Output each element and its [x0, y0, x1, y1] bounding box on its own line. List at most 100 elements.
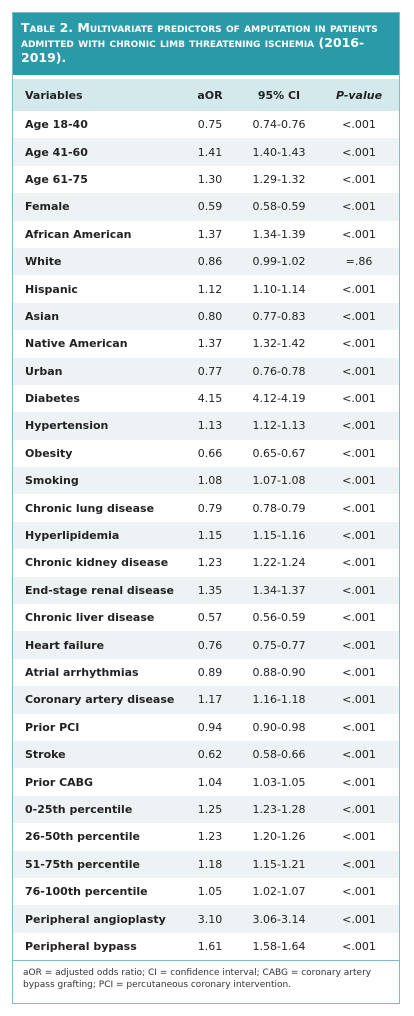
table-cell: 1.12	[197, 282, 223, 296]
table-cell: 0.79	[197, 501, 223, 515]
table-cell: <.001	[342, 775, 376, 789]
table-cell: 1.20-1.26	[252, 830, 306, 844]
table-cell: 4.15	[197, 392, 223, 406]
table-cell: <.001	[342, 419, 376, 433]
table-cell: 0.66	[197, 446, 223, 460]
table-row: Chronic kidney disease 1.23 1.22-1.24 <.001	[13, 549, 399, 576]
table-cell: 1.03-1.05	[252, 775, 306, 789]
table-cell: Hypertension	[25, 419, 109, 433]
table-row: Asian 0.80 0.77-0.83 <.001	[13, 302, 399, 331]
table-cell: 51-75th percentile	[25, 857, 140, 871]
table-panel: Table 2. Multivariate predictors of ampu…	[12, 12, 400, 1004]
table-cell: <.001	[342, 912, 376, 926]
table-cell: Smoking	[25, 474, 79, 488]
table-cell: 1.05	[197, 885, 223, 899]
table-cell: Hyperlipidemia	[25, 529, 120, 543]
table-row: 51-75th percentile 1.18 1.15-1.21 <.001	[13, 850, 399, 878]
table-cell: Coronary artery disease	[25, 693, 175, 707]
table-cell: <.001	[342, 145, 376, 159]
table-cell: 0.62	[197, 748, 223, 762]
table-cell: <.001	[342, 748, 376, 762]
table-cell: 1.41	[197, 145, 223, 159]
table-cell: Diabetes	[25, 392, 80, 406]
table-cell: 1.13	[197, 419, 223, 433]
table-cell: 1.40-1.43	[252, 145, 306, 159]
header-cell: 95% CI	[257, 88, 301, 102]
table-cell: Chronic lung disease	[25, 501, 155, 515]
table-cell: <.001	[342, 802, 376, 816]
table-cell: Peripheral angioplasty	[25, 912, 166, 926]
table-row: Hispanic 1.12 1.10-1.14 <.001	[13, 275, 399, 302]
table-row: Chronic liver disease 0.57 0.56-0.59 <.001	[13, 604, 399, 631]
table-cell: 1.16-1.18	[252, 693, 306, 707]
table-cell: 3.10	[197, 912, 223, 926]
table-cell: Age 41-60	[25, 145, 88, 159]
table-cell: 0.58-0.66	[252, 748, 306, 762]
table-cell: Age 61-75	[25, 172, 88, 186]
table-row: Hypertension 1.13 1.12-1.13 <.001	[13, 412, 399, 440]
table-cell: 1.02-1.07	[252, 885, 306, 899]
table-cell: <.001	[342, 720, 376, 734]
table-cell: 0.94	[197, 720, 223, 734]
table-row: Prior CABG 1.04 1.03-1.05 <.001	[13, 768, 399, 795]
table-cell: 1.37	[197, 227, 223, 241]
table-cell: 1.22-1.24	[252, 556, 306, 570]
table-cell: Urban	[25, 364, 63, 378]
table-cell: 1.34-1.37	[252, 583, 306, 597]
table-cell: 0.99-1.02	[252, 255, 306, 269]
table-cell: 3.06-3.14	[252, 912, 306, 926]
table-cell: 1.35	[197, 583, 223, 597]
table-title: Table 2. Multivariate predictors of ampu…	[13, 13, 399, 75]
table-cell: Age 18-40	[25, 118, 88, 132]
table-row: Prior PCI 0.94 0.90-0.98 <.001	[13, 714, 399, 741]
table-cell: <.001	[342, 611, 376, 625]
table-row: Smoking 1.08 1.07-1.08 <.001	[13, 467, 399, 495]
table-row: Peripheral bypass 1.61 1.58-1.64 <.001	[13, 933, 399, 960]
table-cell: African American	[25, 227, 132, 241]
table-row: Native American 1.37 1.32-1.42 <.001	[13, 330, 399, 357]
table-row: 0-25th percentile 1.25 1.23-1.28 <.001	[13, 795, 399, 824]
table-row: African American 1.37 1.34-1.39 <.001	[13, 221, 399, 248]
table-cell: 1.15-1.16	[252, 529, 306, 543]
table-body: Age 18-40 0.75 0.74-0.76 <.001 Age 41-60 1.41…	[13, 111, 399, 960]
table-cell: Asian	[25, 309, 60, 323]
table-cell: <.001	[342, 885, 376, 899]
table-cell: 1.61	[197, 939, 223, 953]
table-cell: 1.17	[197, 693, 223, 707]
table-cell: <.001	[342, 501, 376, 515]
table-cell: 0.80	[197, 309, 223, 323]
table-cell: =.86	[345, 255, 373, 269]
table-cell: <.001	[342, 857, 376, 871]
table-cell: 76-100th percentile	[25, 885, 148, 899]
table-cell: <.001	[342, 200, 376, 214]
table-cell: <.001	[342, 337, 376, 351]
table-cell: <.001	[342, 282, 376, 296]
table-cell: Heart failure	[25, 638, 105, 652]
table-cell: 0.76-0.78	[252, 364, 306, 378]
table-row: Diabetes 4.15 4.12-4.19 <.001	[13, 385, 399, 412]
table-cell: <.001	[342, 446, 376, 460]
table-cell: 0.89	[197, 666, 223, 679]
table-cell: Chronic kidney disease	[25, 556, 169, 570]
table-cell: 0.57	[197, 611, 223, 625]
table-cell: <.001	[342, 666, 376, 679]
table-cell: 1.58-1.64	[252, 939, 306, 953]
table-cell: <.001	[342, 638, 376, 652]
table-cell: Native American	[25, 337, 128, 351]
table-cell: 0.86	[197, 255, 223, 269]
table-cell: <.001	[342, 830, 376, 844]
table-cell: 1.07-1.08	[252, 474, 306, 488]
table-cell: <.001	[342, 556, 376, 570]
table-cell: 1.29-1.32	[252, 172, 306, 186]
table-row: Chronic lung disease 0.79 0.78-0.79 <.001	[13, 494, 399, 521]
table-cell: <.001	[342, 172, 376, 186]
table-cell: Atrial arrhythmias	[25, 666, 139, 679]
table-cell: 0.74-0.76	[252, 118, 306, 132]
table-cell: Hispanic	[25, 282, 78, 296]
table-cell: 0.65-0.67	[252, 446, 306, 460]
table-row: 26-50th percentile 1.23 1.20-1.26 <.001	[13, 823, 399, 850]
table-cell: <.001	[342, 227, 376, 241]
table-row: Atrial arrhythmias 0.89 0.88-0.90 <.001	[13, 659, 399, 686]
table-row: 76-100th percentile 1.05 1.02-1.07 <.001	[13, 878, 399, 905]
table-row: Coronary artery disease 1.17 1.16-1.18 <.00…	[13, 686, 399, 714]
